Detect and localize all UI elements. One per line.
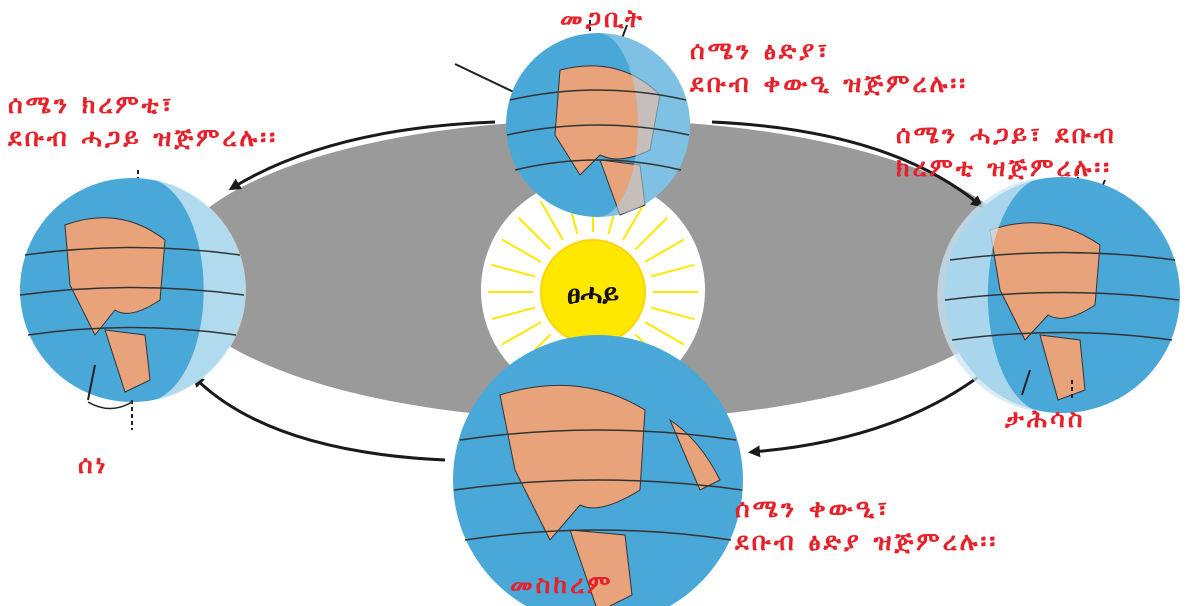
earth-right-note-line-1: ሰሜን ሓጋይ፣ ደቡብ bbox=[896, 120, 1117, 149]
earth-right-name: ታሕሳስ bbox=[1005, 404, 1086, 433]
sun-ray bbox=[634, 217, 668, 251]
sun-ray bbox=[622, 200, 647, 241]
sun-label: ፀሓይ bbox=[566, 279, 620, 310]
sun-ray bbox=[501, 321, 542, 346]
earth-top-name: መጋቢት bbox=[560, 4, 645, 33]
earth-top-note-line-2: ደቡብ ቀውዒ ዝጅምረሉ፡፡ bbox=[690, 69, 969, 98]
sun-ray bbox=[501, 238, 542, 263]
orbit-arrow-top-right bbox=[711, 120, 984, 208]
sun-ray bbox=[518, 217, 552, 251]
earth-right-note: ሰሜን ሓጋይ፣ ደቡብ ክረምቲ ዝጅምረሉ፡፡ bbox=[896, 118, 1117, 184]
earth-bottom-note: ሰሜን ቀውዒ፣ ደቡብ ፅድያ ዝጅምረሉ፡፡ bbox=[735, 492, 998, 558]
sun-ray bbox=[491, 306, 536, 321]
earth-bottom bbox=[453, 335, 743, 606]
earth-left-note-line-1: ሰሜን ክረምቲ፣ bbox=[8, 90, 175, 119]
orbit-arrow-bottom-left bbox=[192, 375, 446, 462]
earth-left bbox=[19, 170, 246, 430]
earth-left-note: ሰሜን ክረምቲ፣ ደቡብ ሓጋይ ዝጅምረሉ፡፡ bbox=[8, 88, 278, 154]
earth-top bbox=[454, 20, 690, 217]
earth-top-note: ሰሜን ፅድያ፣ ደቡብ ቀውዒ ዝጅምረሉ፡፡ bbox=[690, 34, 968, 100]
orbit-arrow-bottom-right bbox=[748, 366, 991, 458]
sun-ray bbox=[491, 263, 536, 278]
earth-bottom-name: መስከረም bbox=[510, 570, 614, 599]
sun-ray bbox=[650, 306, 695, 321]
sun-ray bbox=[539, 200, 564, 241]
earth-right bbox=[937, 170, 1180, 413]
earth-left-name: ሰነ bbox=[78, 450, 109, 479]
earth-left-note-line-2: ደቡብ ሓጋይ ዝጅምረሉ፡፡ bbox=[8, 123, 279, 152]
earth-top-note-line-1: ሰሜን ፅድያ፣ bbox=[690, 36, 831, 65]
earth-right-note-line-2: ክረምቲ ዝጅምረሉ፡፡ bbox=[896, 153, 1113, 182]
earth-bottom-note-line-1: ሰሜን ቀውዒ፣ bbox=[735, 494, 891, 523]
orbit-arrow-top-left bbox=[228, 120, 496, 191]
earth-bottom-note-line-2: ደቡብ ፅድያ ዝጅምረሉ፡፡ bbox=[735, 527, 999, 556]
sun-ray bbox=[650, 263, 695, 278]
sun-ray bbox=[644, 238, 685, 263]
sun-ray bbox=[644, 321, 685, 346]
